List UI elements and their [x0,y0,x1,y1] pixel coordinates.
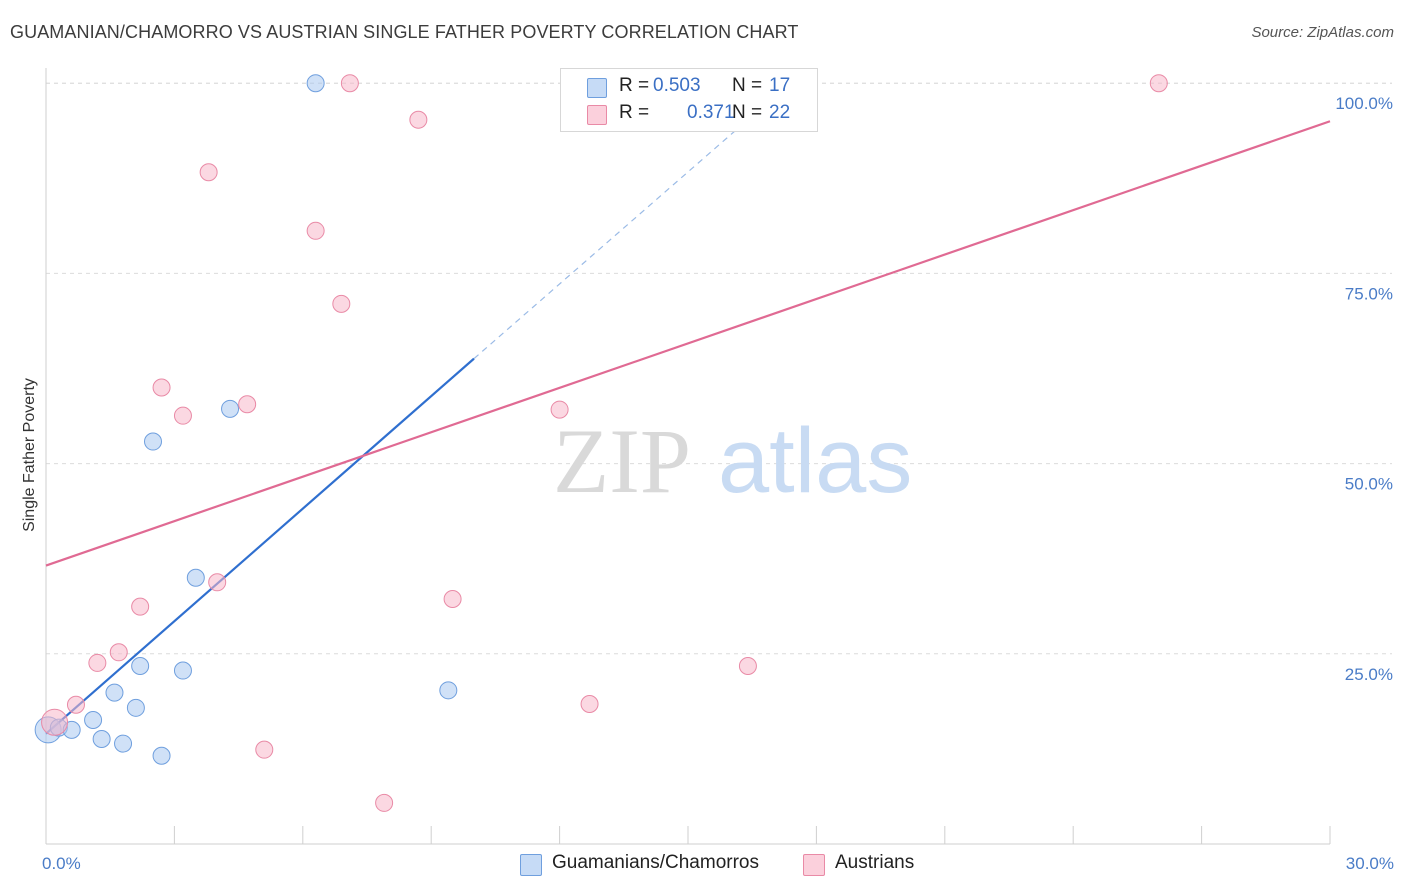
watermark-atlas: atlas [718,410,912,512]
data-point [114,734,133,753]
data-point [208,573,227,592]
data-point [1149,74,1168,93]
y-tick-label: 50.0% [1345,475,1393,494]
y-axis-title: Single Father Poverty [21,378,38,532]
data-point [41,708,69,736]
data-points [34,74,1168,812]
legend-r-label: R = [619,102,650,123]
series-swatch-austrian [803,854,825,876]
legend-n-value: 17 [769,75,791,96]
data-point [109,643,128,662]
data-point [443,590,462,609]
data-point [92,730,111,749]
data-point [332,294,351,313]
data-point [340,74,359,93]
data-point [238,395,257,414]
series-legend: Guamanians/Chamorros Austrians [0,852,1406,878]
chart-title: GUAMANIAN/CHAMORRO VS AUSTRIAN SINGLE FA… [10,22,799,42]
series-label-guamanian: Guamanians/Chamorros [552,852,759,873]
x-tick-label: 30.0% [1346,854,1394,873]
correlation-legend: R = 0.503 N = 17 R = 0.371 N = 22 [560,68,818,132]
data-point [105,683,124,702]
data-point [152,746,171,765]
data-point [84,710,103,729]
data-point [409,110,428,129]
data-point [738,656,757,675]
data-point [306,74,325,93]
trendline [45,357,475,735]
chart-source: Source: ZipAtlas.com [1251,24,1394,41]
data-point [186,568,205,587]
trendlines [45,115,1331,735]
series-swatch-guamanian [520,854,542,876]
tick-labels: 25.0% 50.0% 75.0% 100.0% 0.0% 30.0% [42,94,1394,873]
data-point [375,793,394,812]
watermark: ZIP atlas [553,410,912,512]
y-tick-label: 25.0% [1345,665,1393,684]
data-point [173,406,192,425]
legend-swatch-guamanian [587,78,607,98]
legend-n-value: 22 [769,102,791,123]
data-point [306,221,325,240]
y-tick-label: 100.0% [1335,94,1393,113]
watermark-zip: ZIP [553,410,691,512]
trendline [45,120,1331,567]
x-tick-label: 0.0% [42,854,81,873]
data-point [173,661,192,680]
series-label-austrian: Austrians [835,852,915,873]
data-point [131,597,150,616]
data-point [439,681,458,700]
data-point [255,740,274,759]
data-point [131,656,150,675]
data-point [144,432,162,451]
data-point [550,400,569,419]
legend-r-label: R = [619,75,650,96]
y-tick-label: 75.0% [1345,284,1393,303]
data-point [221,399,240,418]
data-point [199,163,218,182]
data-point [580,695,599,714]
legend-n-label: N = [732,102,763,123]
data-point [152,378,171,397]
legend-swatch-austrian [587,105,607,125]
data-point [88,653,107,672]
data-point [126,698,145,717]
legend-n-label: N = [732,75,763,96]
legend-r-value: 0.503 [653,75,701,96]
data-point [66,695,85,714]
legend-r-value: 0.371 [687,102,735,123]
trendline-extension [473,115,753,360]
